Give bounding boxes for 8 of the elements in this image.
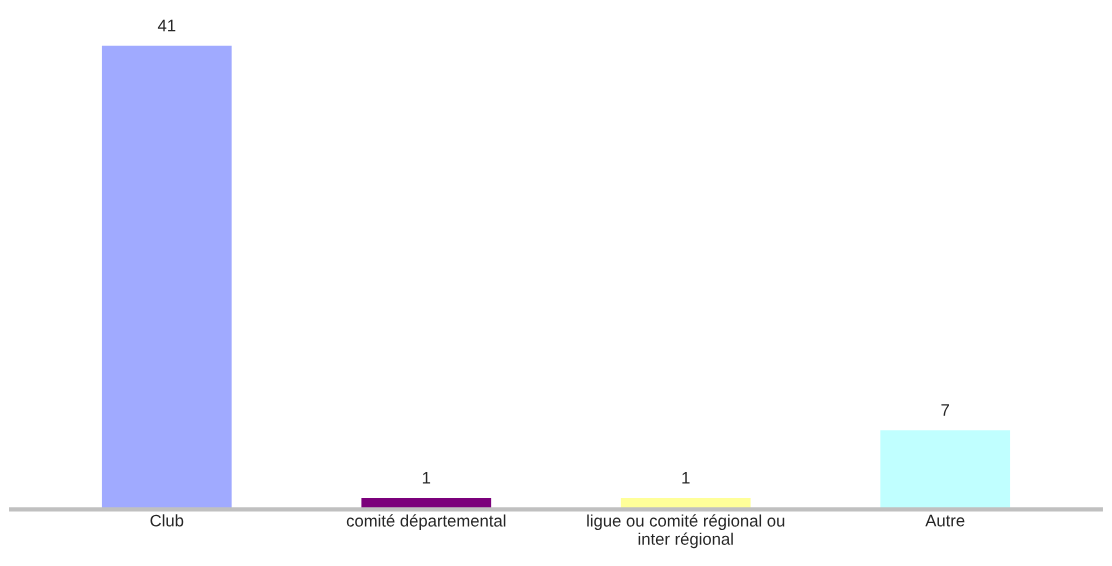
data-label: 41 bbox=[157, 19, 176, 32]
data-label: 7 bbox=[941, 404, 949, 416]
x-tick-label: comité départemental bbox=[346, 514, 506, 530]
x-tick-label: Autre bbox=[925, 514, 965, 527]
x-tick-label: ligue ou comité régional ou inter régional bbox=[587, 514, 785, 549]
data-label: 1 bbox=[682, 472, 690, 484]
x-tick-label: Club bbox=[150, 514, 184, 527]
data-label: 1 bbox=[422, 472, 431, 484]
